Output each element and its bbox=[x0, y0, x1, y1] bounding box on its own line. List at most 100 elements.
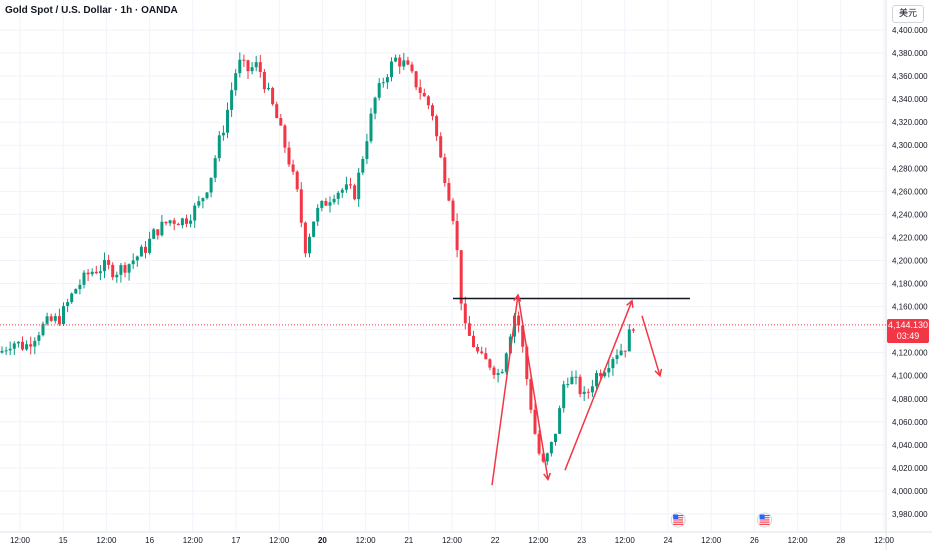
candle-body bbox=[472, 335, 475, 348]
candle-body bbox=[193, 205, 197, 221]
candle-body bbox=[62, 306, 65, 325]
candle-body bbox=[86, 272, 90, 275]
candle-body bbox=[127, 264, 131, 273]
candle-body bbox=[328, 202, 332, 206]
candle-body bbox=[590, 386, 594, 393]
candle-body bbox=[545, 453, 549, 462]
candle-body bbox=[139, 246, 143, 257]
candle-body bbox=[258, 62, 262, 72]
wave-down-arrow[interactable] bbox=[517, 294, 549, 480]
candle-body bbox=[49, 316, 53, 321]
candle-body bbox=[476, 347, 480, 352]
candle-body bbox=[148, 238, 152, 253]
x-tick-label: 12:00 bbox=[788, 536, 809, 545]
candle-body bbox=[402, 60, 406, 67]
candle-body bbox=[607, 368, 611, 373]
candle-body bbox=[320, 201, 324, 208]
x-tick-label: 12:00 bbox=[874, 536, 895, 545]
candle-body bbox=[611, 359, 615, 369]
candle-body bbox=[131, 260, 135, 265]
x-tick-label: 12:00 bbox=[356, 536, 377, 545]
wave-up-arrow-2-head bbox=[626, 299, 634, 308]
candle-body bbox=[422, 92, 426, 97]
candle-body bbox=[0, 350, 4, 353]
candle-body bbox=[226, 109, 229, 133]
candle-body bbox=[562, 384, 566, 409]
time-axis[interactable]: 12:00 15 12:00 16 12:00 17 12:00 20 12:00 21 12:00… bbox=[10, 536, 895, 545]
x-tick-label: 12:00 bbox=[269, 536, 290, 545]
candle-body bbox=[529, 379, 533, 410]
x-tick-label: 12:00 bbox=[183, 536, 204, 545]
forecast-down-arrow[interactable] bbox=[641, 315, 661, 376]
forecast-down-arrow-head bbox=[654, 368, 663, 378]
price-axis[interactable]: 4,400.000 4,380.000 4,360.000 4,340.000 4,32… bbox=[892, 26, 928, 519]
candle-body bbox=[431, 105, 434, 117]
candle-body bbox=[340, 189, 344, 193]
candle-body bbox=[283, 125, 287, 148]
bar-countdown: 03:49 bbox=[896, 331, 920, 341]
candle-body bbox=[508, 336, 512, 354]
chart-annotations bbox=[0, 293, 886, 486]
candle-body bbox=[406, 60, 410, 65]
candle-body bbox=[78, 284, 82, 290]
candle-body bbox=[418, 87, 422, 93]
x-tick-label: 24 bbox=[664, 536, 673, 545]
candle-body bbox=[66, 302, 70, 307]
candle-body bbox=[152, 229, 156, 239]
candle-body bbox=[217, 135, 221, 159]
y-tick-label: 4,300.000 bbox=[892, 141, 928, 150]
x-tick-label: 12:00 bbox=[442, 536, 463, 545]
candle-body bbox=[439, 136, 443, 158]
us-flag-icon[interactable] bbox=[670, 512, 686, 528]
candle-body bbox=[295, 171, 299, 190]
candle-body bbox=[45, 316, 49, 324]
x-tick-label: 15 bbox=[59, 536, 68, 545]
y-tick-label: 4,240.000 bbox=[892, 210, 928, 219]
candle-body bbox=[98, 271, 102, 274]
candle-body bbox=[467, 323, 471, 336]
candle-body bbox=[336, 192, 340, 199]
wave-up-arrow-2[interactable] bbox=[564, 300, 633, 471]
candle-body bbox=[398, 57, 402, 67]
candle-body bbox=[455, 221, 459, 251]
candle-body bbox=[480, 351, 484, 354]
y-tick-label: 3,980.000 bbox=[892, 510, 928, 519]
y-tick-label: 4,260.000 bbox=[892, 187, 928, 196]
candle-body bbox=[176, 223, 180, 226]
candle-body bbox=[94, 271, 98, 274]
candle-body bbox=[361, 158, 365, 173]
candle-body bbox=[234, 73, 238, 91]
candle-body bbox=[164, 221, 168, 224]
candle-body bbox=[558, 408, 562, 434]
y-tick-label: 4,340.000 bbox=[892, 95, 928, 104]
candle-body bbox=[135, 256, 139, 261]
candle-body bbox=[160, 221, 164, 236]
candle-body bbox=[115, 274, 119, 278]
candle-body bbox=[303, 222, 307, 254]
us-flag-icon[interactable] bbox=[757, 512, 773, 528]
y-tick-label: 4,060.000 bbox=[892, 418, 928, 427]
candle-body bbox=[221, 132, 225, 136]
y-tick-label: 4,020.000 bbox=[892, 464, 928, 473]
x-tick-label: 28 bbox=[836, 536, 845, 545]
candlestick-series bbox=[0, 52, 635, 466]
candle-body bbox=[582, 391, 586, 395]
y-tick-label: 4,160.000 bbox=[892, 303, 928, 312]
y-tick-label: 4,200.000 bbox=[892, 256, 928, 265]
candle-body bbox=[254, 62, 258, 68]
candle-body bbox=[517, 315, 521, 326]
candle-body bbox=[312, 221, 316, 237]
candle-body bbox=[504, 353, 508, 372]
y-tick-label: 4,040.000 bbox=[892, 441, 928, 450]
chart-title: Gold Spot / U.S. Dollar · 1h · OANDA bbox=[5, 5, 178, 16]
wave-up-arrow-1[interactable] bbox=[491, 294, 519, 486]
y-tick-label: 4,180.000 bbox=[892, 280, 928, 289]
y-tick-label: 4,100.000 bbox=[892, 372, 928, 381]
y-tick-label: 4,380.000 bbox=[892, 49, 928, 58]
candle-body bbox=[385, 77, 389, 83]
candle-body bbox=[119, 265, 123, 275]
candle-body bbox=[484, 353, 488, 360]
currency-selector[interactable]: 美元 bbox=[892, 5, 924, 23]
